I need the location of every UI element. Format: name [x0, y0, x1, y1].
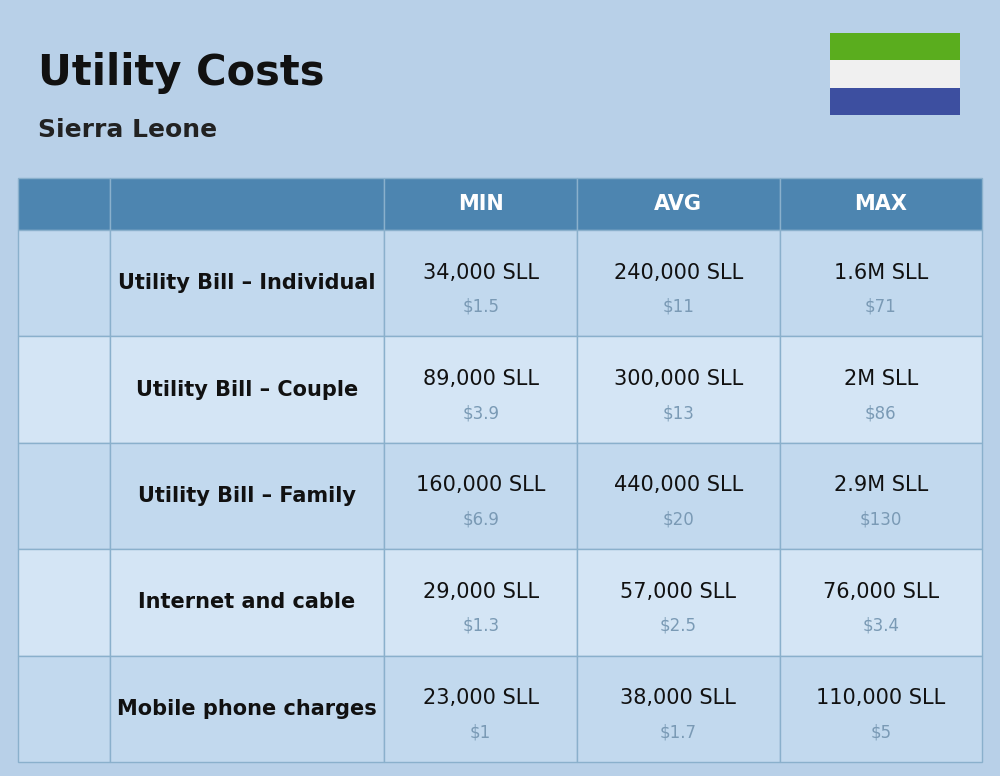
Bar: [780, 337, 982, 443]
Bar: [384, 230, 577, 337]
Text: Utility Bill – Family: Utility Bill – Family: [138, 486, 356, 506]
Bar: [384, 443, 577, 549]
Text: 440,000 SLL: 440,000 SLL: [614, 476, 743, 495]
Bar: [110, 549, 384, 656]
Text: MIN: MIN: [458, 194, 504, 214]
Bar: [18, 178, 110, 230]
Bar: [577, 656, 780, 762]
Text: $1: $1: [470, 723, 491, 741]
Text: 57,000 SLL: 57,000 SLL: [620, 582, 736, 601]
Bar: [18, 656, 110, 762]
Text: 160,000 SLL: 160,000 SLL: [416, 476, 545, 495]
Bar: [780, 230, 982, 337]
Text: $6.9: $6.9: [462, 511, 499, 528]
Text: 34,000 SLL: 34,000 SLL: [423, 262, 539, 282]
Text: 300,000 SLL: 300,000 SLL: [614, 369, 743, 389]
Bar: [780, 178, 982, 230]
Bar: [577, 337, 780, 443]
Bar: [110, 656, 384, 762]
Text: Sierra Leone: Sierra Leone: [38, 118, 217, 142]
Text: 240,000 SLL: 240,000 SLL: [614, 262, 743, 282]
Bar: [384, 178, 577, 230]
Bar: [780, 656, 982, 762]
Text: 2M SLL: 2M SLL: [844, 369, 918, 389]
Bar: [110, 178, 384, 230]
Bar: [384, 549, 577, 656]
Text: 76,000 SLL: 76,000 SLL: [823, 582, 939, 601]
Bar: [18, 443, 110, 549]
Text: 29,000 SLL: 29,000 SLL: [423, 582, 539, 601]
Text: $86: $86: [865, 404, 897, 422]
Text: AVG: AVG: [654, 194, 702, 214]
Text: $5: $5: [870, 723, 891, 741]
Text: $1.5: $1.5: [462, 298, 499, 316]
Bar: [384, 337, 577, 443]
Bar: [577, 549, 780, 656]
Text: $20: $20: [662, 511, 694, 528]
Text: $11: $11: [662, 298, 694, 316]
Bar: [577, 230, 780, 337]
Text: 110,000 SLL: 110,000 SLL: [816, 688, 945, 708]
Bar: [18, 337, 110, 443]
Bar: [830, 33, 960, 61]
Text: 23,000 SLL: 23,000 SLL: [423, 688, 539, 708]
Text: MAX: MAX: [854, 194, 907, 214]
Bar: [110, 443, 384, 549]
Text: 2.9M SLL: 2.9M SLL: [834, 476, 928, 495]
Text: 38,000 SLL: 38,000 SLL: [620, 688, 736, 708]
Bar: [830, 88, 960, 115]
Bar: [577, 443, 780, 549]
Text: Utility Bill – Individual: Utility Bill – Individual: [118, 273, 376, 293]
Text: Utility Costs: Utility Costs: [38, 52, 324, 94]
Text: 89,000 SLL: 89,000 SLL: [423, 369, 539, 389]
Text: $3.9: $3.9: [462, 404, 499, 422]
Bar: [780, 549, 982, 656]
Text: Mobile phone charges: Mobile phone charges: [117, 699, 377, 719]
Bar: [110, 230, 384, 337]
Text: Utility Bill – Couple: Utility Bill – Couple: [136, 379, 358, 400]
Bar: [577, 178, 780, 230]
Text: $1.3: $1.3: [462, 617, 499, 635]
Text: $130: $130: [860, 511, 902, 528]
Bar: [384, 656, 577, 762]
Text: $1.7: $1.7: [660, 723, 697, 741]
Text: Internet and cable: Internet and cable: [138, 592, 356, 612]
Bar: [18, 549, 110, 656]
Text: 1.6M SLL: 1.6M SLL: [834, 262, 928, 282]
Text: $71: $71: [865, 298, 897, 316]
Bar: [110, 337, 384, 443]
Bar: [18, 230, 110, 337]
Bar: [830, 61, 960, 88]
Bar: [780, 443, 982, 549]
Text: $3.4: $3.4: [862, 617, 899, 635]
Text: $13: $13: [662, 404, 694, 422]
Text: $2.5: $2.5: [660, 617, 697, 635]
